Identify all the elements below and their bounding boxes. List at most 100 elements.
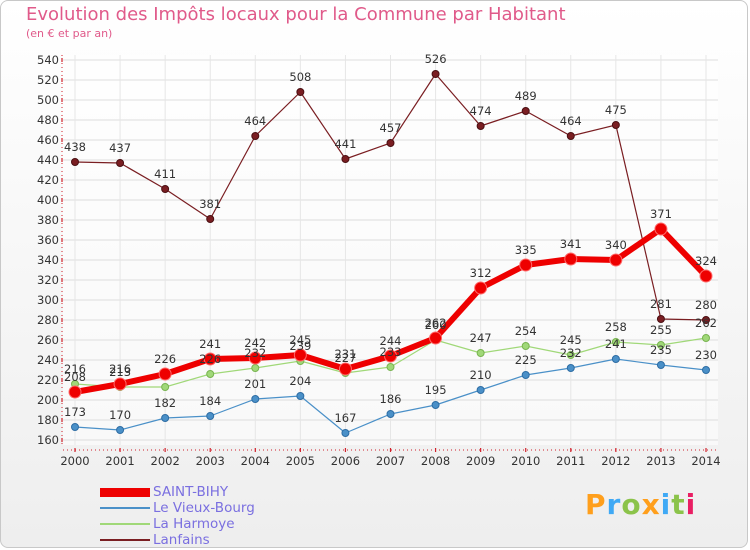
- data-point-saint-bihy: [158, 367, 172, 381]
- data-label-la-harmoye: 260: [425, 318, 447, 332]
- data-label-le-vieux-bourg: 232: [560, 346, 582, 360]
- data-point-lanfains: [116, 159, 125, 167]
- data-point-la-harmoye: [656, 341, 665, 349]
- data-label-lanfains: 441: [334, 137, 356, 151]
- data-point-lanfains: [521, 107, 530, 115]
- y-tick-label: 180: [37, 413, 59, 427]
- data-label-le-vieux-bourg: 170: [109, 408, 131, 422]
- y-tick-label: 260: [37, 333, 59, 347]
- data-label-la-harmoye: 255: [650, 323, 672, 337]
- data-point-lanfains: [341, 155, 350, 163]
- data-point-lanfains: [296, 88, 305, 96]
- data-label-le-vieux-bourg: 173: [64, 405, 86, 419]
- x-tick-label: 2009: [466, 454, 495, 468]
- data-point-la-harmoye: [251, 364, 260, 372]
- data-point-le-vieux-bourg: [566, 364, 575, 372]
- legend-swatch: [100, 507, 150, 509]
- x-tick-label: 2003: [196, 454, 225, 468]
- data-label-lanfains: 438: [64, 140, 86, 154]
- data-label-lanfains: 381: [199, 197, 221, 211]
- data-point-lanfains: [386, 139, 395, 147]
- y-tick-label: 520: [37, 73, 59, 87]
- data-label-lanfains: 464: [244, 114, 266, 128]
- data-label-saint-bihy: 245: [289, 333, 311, 347]
- proxiti-logo: Proxiti: [585, 488, 696, 521]
- data-point-la-harmoye: [161, 383, 170, 391]
- data-label-la-harmoye: 254: [515, 324, 537, 338]
- data-point-saint-bihy: [203, 352, 217, 366]
- data-point-lanfains: [71, 158, 79, 166]
- x-tick-label: 2008: [421, 454, 450, 468]
- y-tick-label: 500: [37, 93, 59, 107]
- data-point-lanfains: [656, 315, 665, 323]
- logo-letter: t: [671, 488, 686, 521]
- data-label-saint-bihy: 335: [515, 243, 537, 257]
- data-label-le-vieux-bourg: 201: [244, 377, 266, 391]
- data-label-le-vieux-bourg: 184: [199, 394, 221, 408]
- data-label-la-harmoye: 226: [199, 352, 221, 366]
- y-tick-label: 420: [37, 173, 59, 187]
- data-point-lanfains: [251, 132, 260, 140]
- data-label-le-vieux-bourg: 225: [515, 353, 537, 367]
- data-point-saint-bihy: [338, 362, 352, 376]
- y-tick-label: 440: [37, 153, 59, 167]
- data-point-saint-bihy: [699, 269, 713, 283]
- legend-label: Lanfains: [153, 532, 210, 548]
- data-label-lanfains: 457: [380, 121, 402, 135]
- data-point-saint-bihy: [429, 331, 443, 345]
- data-point-le-vieux-bourg: [656, 361, 665, 369]
- data-label-lanfains: 411: [154, 167, 176, 181]
- y-tick-label: 300: [37, 293, 59, 307]
- data-point-saint-bihy: [293, 348, 307, 362]
- logo-letter: i: [660, 488, 672, 521]
- data-label-lanfains: 280: [695, 298, 717, 312]
- x-tick-label: 2014: [691, 454, 720, 468]
- y-tick-label: 480: [37, 113, 59, 127]
- data-label-le-vieux-bourg: 186: [380, 392, 402, 406]
- data-point-saint-bihy: [68, 385, 82, 399]
- data-label-le-vieux-bourg: 167: [334, 411, 356, 425]
- data-point-la-harmoye: [476, 349, 485, 357]
- chart-subtitle: (en € et par an): [26, 27, 113, 40]
- data-label-le-vieux-bourg: 182: [154, 396, 176, 410]
- logo-letter: i: [685, 488, 697, 521]
- y-tick-label: 400: [37, 193, 59, 207]
- data-point-saint-bihy: [384, 349, 397, 363]
- x-tick-label: 2010: [511, 454, 540, 468]
- y-tick-label: 360: [37, 233, 59, 247]
- data-point-le-vieux-bourg: [251, 395, 260, 403]
- data-point-saint-bihy: [609, 253, 623, 267]
- data-label-lanfains: 437: [109, 141, 131, 155]
- logo-letter: x: [641, 488, 661, 521]
- y-tick-label: 380: [37, 213, 59, 227]
- data-label-saint-bihy: 226: [154, 352, 176, 366]
- data-point-le-vieux-bourg: [611, 355, 620, 363]
- data-label-lanfains: 281: [650, 297, 672, 311]
- data-label-saint-bihy: 231: [334, 347, 356, 361]
- data-point-le-vieux-bourg: [341, 429, 350, 437]
- data-label-la-harmoye: 258: [605, 320, 627, 334]
- data-point-le-vieux-bourg: [521, 371, 530, 379]
- data-label-le-vieux-bourg: 204: [289, 374, 311, 388]
- data-point-saint-bihy: [113, 377, 127, 391]
- data-label-le-vieux-bourg: 230: [695, 348, 717, 362]
- data-point-saint-bihy: [474, 281, 488, 295]
- y-tick-label: 340: [37, 253, 59, 267]
- data-label-la-harmoye: 247: [470, 331, 492, 345]
- data-point-lanfains: [161, 185, 170, 193]
- data-point-le-vieux-bourg: [386, 410, 395, 418]
- x-tick-label: 2004: [241, 454, 270, 468]
- data-point-le-vieux-bourg: [431, 401, 440, 409]
- x-tick-label: 2013: [646, 454, 675, 468]
- data-point-la-harmoye: [566, 351, 575, 359]
- legend-swatch: [100, 488, 150, 497]
- data-point-le-vieux-bourg: [116, 426, 125, 434]
- data-point-saint-bihy: [654, 222, 668, 236]
- y-tick-label: 460: [37, 133, 59, 147]
- data-label-lanfains: 489: [515, 89, 537, 103]
- data-label-saint-bihy: 244: [380, 334, 402, 348]
- data-label-la-harmoye: 213: [109, 365, 131, 379]
- data-label-la-harmoye: 245: [560, 333, 582, 347]
- data-label-le-vieux-bourg: 195: [425, 383, 447, 397]
- data-point-le-vieux-bourg: [296, 392, 305, 400]
